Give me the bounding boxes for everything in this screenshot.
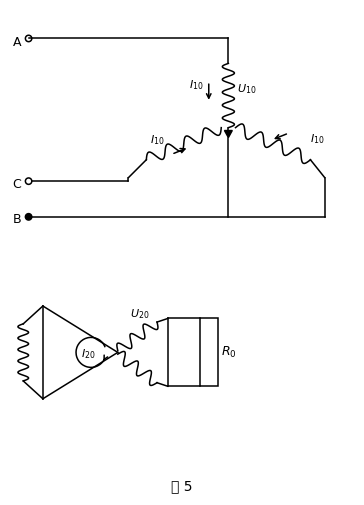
Text: $I_{10}$: $I_{10}$ xyxy=(189,78,204,92)
Text: B: B xyxy=(12,213,21,226)
Text: $I_{10}$: $I_{10}$ xyxy=(310,132,325,146)
Circle shape xyxy=(25,214,32,220)
Text: $I_{10}$: $I_{10}$ xyxy=(150,134,165,147)
Text: $U_{20}$: $U_{20}$ xyxy=(130,308,150,321)
Bar xyxy=(200,319,218,386)
Text: $R_0$: $R_0$ xyxy=(221,345,237,360)
Text: $I_{20}$: $I_{20}$ xyxy=(81,347,96,361)
Text: $U_{10}$: $U_{10}$ xyxy=(237,82,257,96)
Text: A: A xyxy=(12,35,21,48)
Polygon shape xyxy=(225,130,232,138)
Text: C: C xyxy=(12,178,21,190)
Text: 图 5: 图 5 xyxy=(171,479,193,493)
